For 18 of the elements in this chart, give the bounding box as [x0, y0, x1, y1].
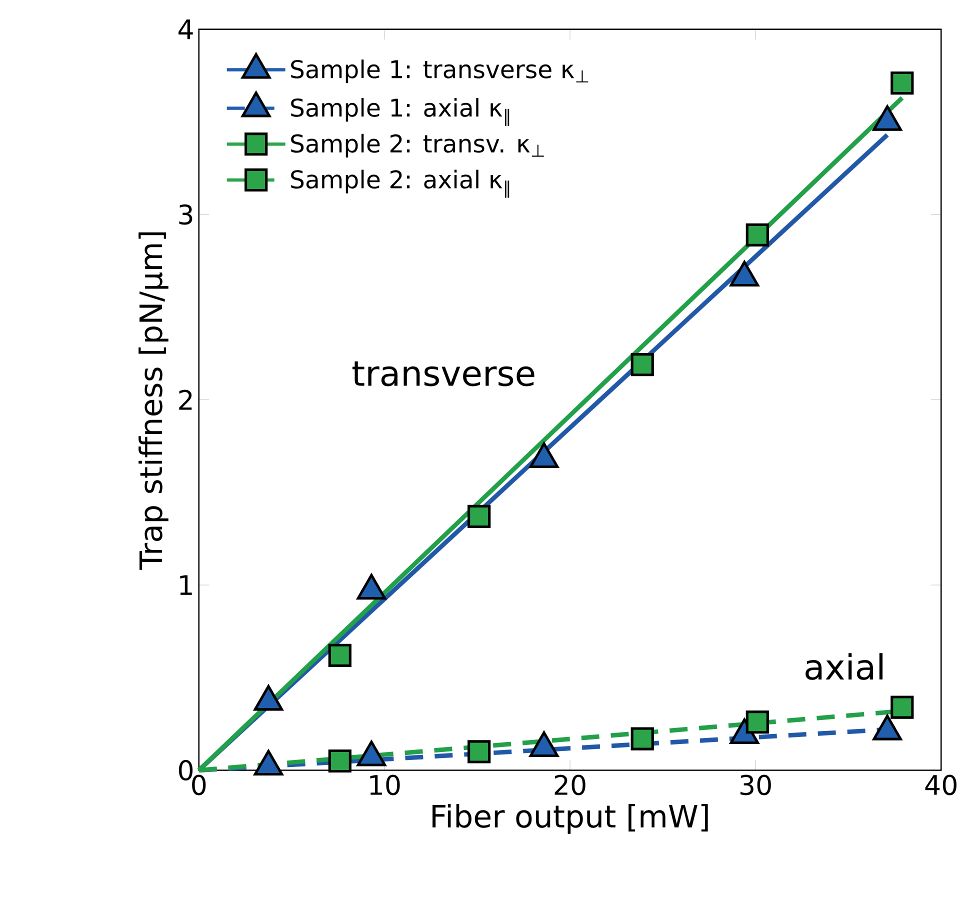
y-tick-label: 4: [178, 20, 193, 40]
x-tick-label: 40: [925, 774, 956, 796]
y-tick-label: 0: [178, 760, 193, 781]
x-tick-label: 20: [554, 774, 586, 796]
x-axis-title: Fiber output [mW]: [432, 804, 708, 834]
y-axis-title: Trap stiffness [pN/µm]: [138, 232, 168, 570]
legend-label: Sample 1: axial κ$_{‖}$: [291, 98, 510, 126]
annotation: transverse: [352, 362, 534, 386]
legend-label: Sample 2: transv. κ$_{⊥}$: [291, 134, 544, 158]
y-tick-label: 2: [179, 390, 192, 410]
x-tick-label: 30: [740, 774, 771, 796]
y-tick-label: 3: [179, 204, 192, 225]
x-tick-label: 0: [192, 774, 206, 796]
legend-label: Sample 2: axial κ$_{‖}$: [291, 170, 510, 198]
annotation: axial: [806, 653, 883, 680]
x-tick-label: 10: [370, 774, 400, 796]
legend-label: Sample 1: transverse κ$_{⊥}$: [291, 60, 588, 84]
y-tick-label: 1: [180, 575, 192, 595]
